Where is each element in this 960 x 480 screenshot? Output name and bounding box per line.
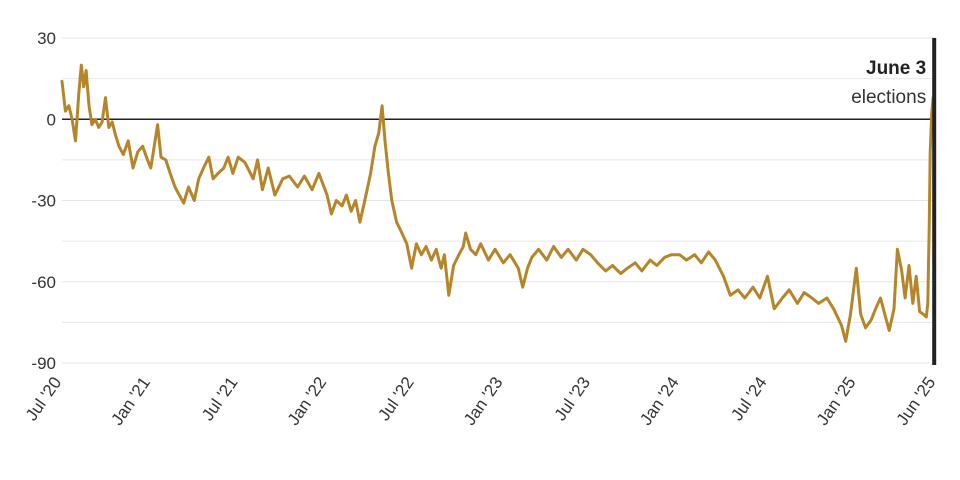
x-tick-label: Jan '21 xyxy=(107,373,154,428)
x-tick-label: Jan '24 xyxy=(636,373,683,428)
y-axis: 30 0 -30 -60 -90 xyxy=(31,29,56,373)
annotation-title: June 3 xyxy=(866,58,926,79)
y-tick-label: 0 xyxy=(47,110,56,129)
x-axis: Jul '20 Jan '21 Jul '21 Jan '22 Jul '22 Jan '… xyxy=(22,373,939,428)
x-tick-label: Jan '23 xyxy=(460,373,507,428)
x-tick-label: Jan '22 xyxy=(284,373,331,428)
x-tick-label: Jan '25 xyxy=(813,373,860,428)
y-tick-label: -90 xyxy=(31,354,56,373)
x-tick-label: Jul '21 xyxy=(198,373,241,424)
y-tick-label: -30 xyxy=(31,192,56,211)
y-tick-label: 30 xyxy=(37,29,56,48)
annotation-subtitle: elections xyxy=(851,87,926,108)
x-tick-label: Jul '23 xyxy=(551,373,594,424)
series-line xyxy=(60,63,937,343)
x-tick-label: Jun '25 xyxy=(893,373,940,428)
x-tick-label: Jul '24 xyxy=(727,373,770,424)
y-tick-label: -60 xyxy=(31,273,56,292)
x-tick-label: Jul '20 xyxy=(22,373,65,424)
x-tick-label: Jul '22 xyxy=(374,373,417,424)
